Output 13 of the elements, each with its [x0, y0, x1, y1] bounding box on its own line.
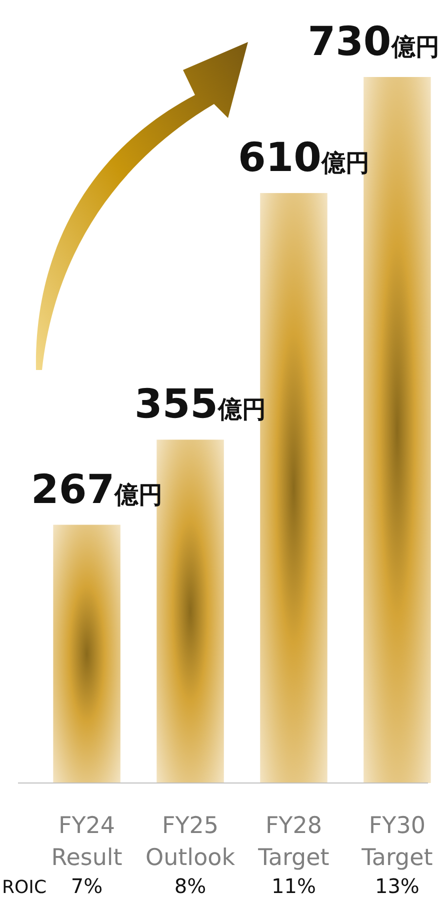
text: 7%: [70, 874, 103, 898]
data-label: 610億円: [238, 135, 370, 182]
text: ROIC: [2, 877, 47, 898]
bar: [53, 524, 120, 783]
x-tick-label: FY24 Result: [51, 813, 122, 871]
x-tick-label: FY30 Target: [360, 813, 433, 871]
text: 8%: [174, 874, 206, 898]
x-tick-label: FY25 Outlook: [145, 813, 236, 871]
text: 11%: [272, 874, 316, 898]
text: 13%: [374, 874, 420, 898]
x-tick-label: FY28 Target: [257, 813, 330, 871]
data-label: 730億円: [308, 19, 440, 65]
data-label: 267億円: [31, 466, 163, 513]
